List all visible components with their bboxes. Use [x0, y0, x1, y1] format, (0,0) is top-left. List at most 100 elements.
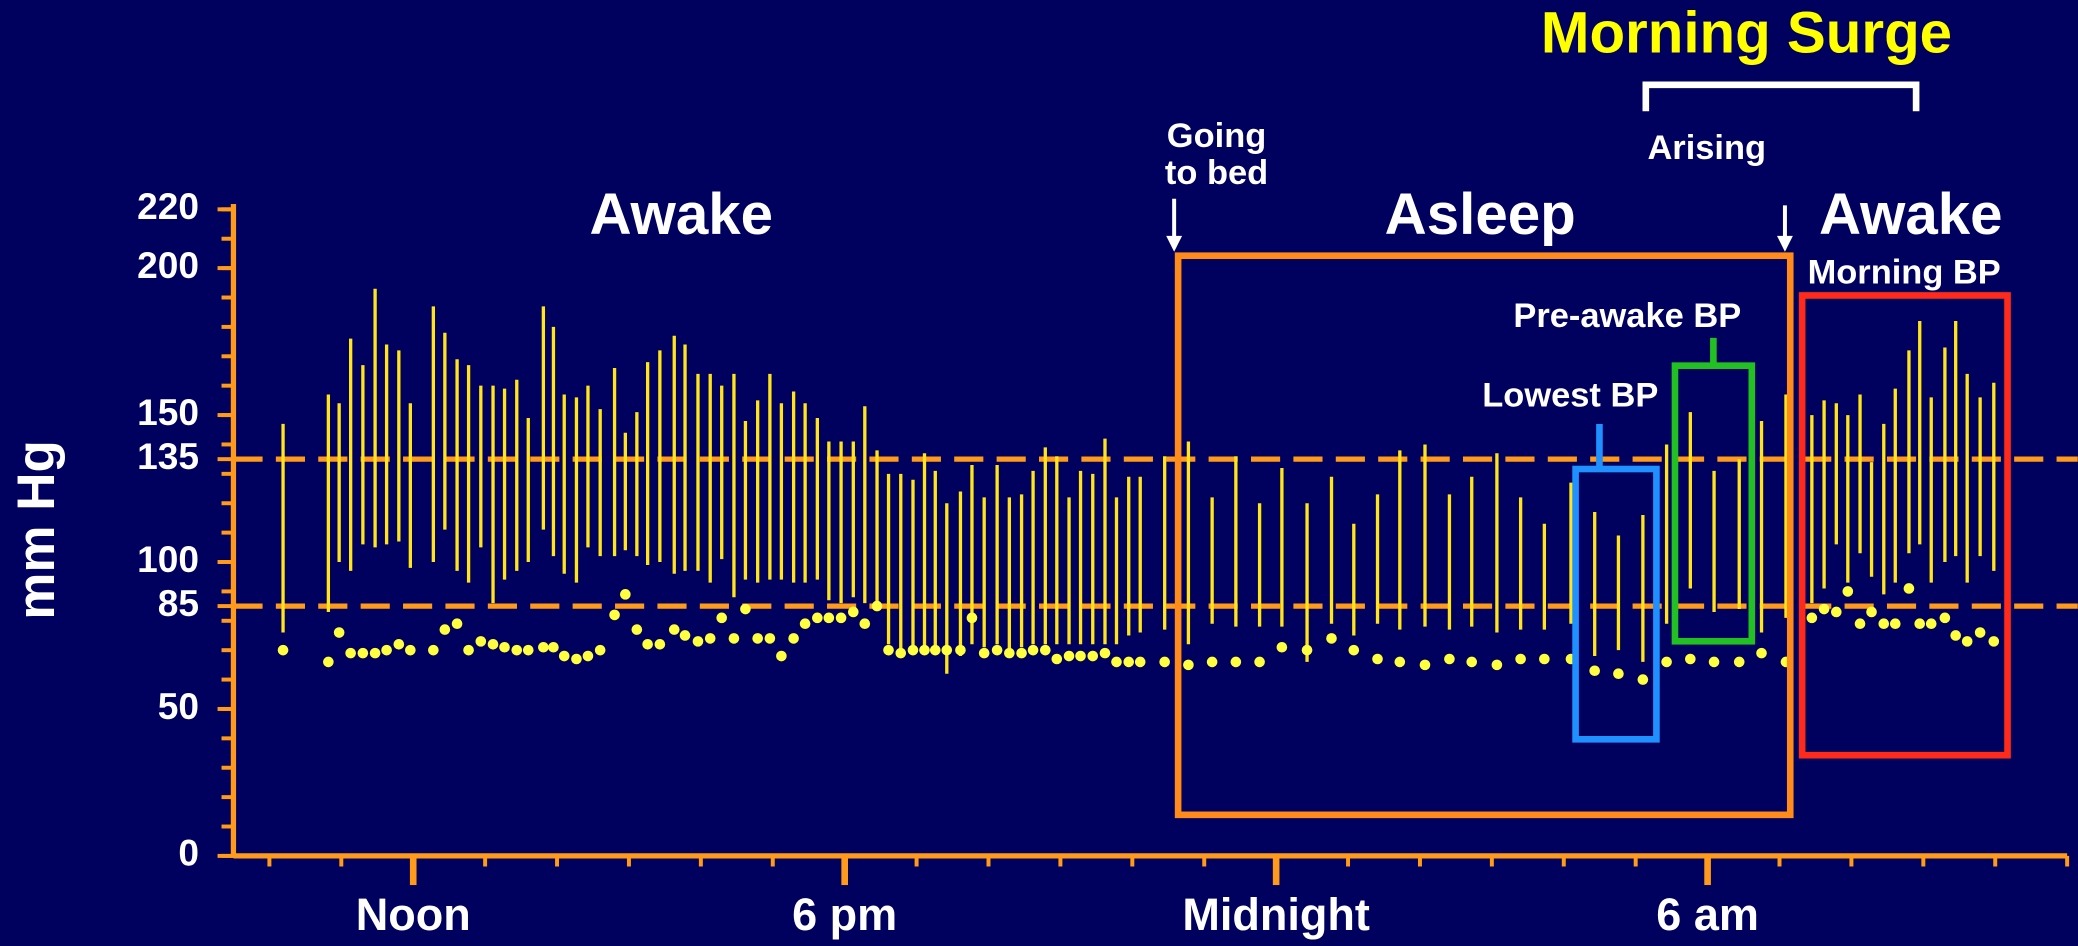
- dot: [1925, 618, 1937, 630]
- dot: [1326, 633, 1337, 644]
- dot: [764, 633, 776, 644]
- dot: [835, 612, 847, 624]
- dot: [594, 644, 606, 656]
- dot: [692, 636, 704, 647]
- dot: [1087, 650, 1099, 662]
- dot: [955, 644, 966, 656]
- dot: [1708, 656, 1720, 668]
- y-tick-label: 85: [158, 582, 199, 624]
- dot: [1075, 650, 1086, 662]
- dot: [1988, 636, 2000, 647]
- asleep-label: Asleep: [1385, 182, 1576, 247]
- y-tick-label: 100: [137, 538, 199, 580]
- morning-bp-label: Morning BP: [1808, 253, 2001, 291]
- dot: [919, 644, 930, 656]
- dot: [1040, 644, 1051, 656]
- dot: [1950, 630, 1961, 641]
- dot: [1889, 618, 1901, 630]
- dot: [812, 612, 823, 624]
- dot: [1230, 656, 1242, 668]
- dot: [511, 644, 523, 656]
- dot: [323, 656, 334, 668]
- dot: [966, 612, 978, 624]
- dot: [1016, 647, 1027, 659]
- arising-label: Arising: [1647, 129, 1766, 167]
- dot: [883, 644, 894, 656]
- awake-label: Awake: [1819, 182, 2003, 247]
- going-to-bed-label: Going: [1167, 117, 1266, 155]
- dot: [752, 633, 763, 644]
- dot: [1589, 665, 1600, 677]
- dot: [1394, 656, 1406, 668]
- dot: [716, 612, 728, 624]
- x-tick-label: 6 pm: [792, 889, 897, 940]
- y-tick-label: 135: [137, 435, 199, 477]
- dot: [1419, 659, 1431, 671]
- surge-bracket: [1642, 81, 1920, 112]
- dot: [799, 618, 811, 630]
- dot: [1254, 656, 1265, 668]
- dot: [1756, 647, 1767, 659]
- dot: [728, 633, 740, 644]
- dot: [788, 633, 799, 644]
- dot: [1159, 656, 1170, 668]
- y-tick-label: 200: [137, 244, 199, 286]
- y-tick-label: 0: [178, 832, 199, 874]
- dot: [1466, 656, 1478, 668]
- asleep-box: [1174, 252, 1794, 819]
- dot: [1854, 618, 1866, 630]
- morning-bp-box: [1798, 292, 2011, 759]
- y-axis-label: mm Hg: [7, 440, 66, 620]
- dot: [1733, 656, 1745, 668]
- dot: [1004, 647, 1015, 659]
- dot: [1866, 606, 1877, 618]
- x-tick-label: Midnight: [1182, 889, 1370, 940]
- dot: [978, 647, 990, 659]
- dot: [1818, 603, 1830, 615]
- dot: [1027, 644, 1039, 656]
- dot: [499, 641, 510, 653]
- dot: [1063, 650, 1075, 662]
- dot: [1301, 644, 1313, 656]
- dot: [522, 644, 534, 656]
- y-tick-label: 220: [137, 185, 199, 227]
- dot: [929, 644, 941, 656]
- dot: [1806, 612, 1818, 624]
- dot: [941, 644, 953, 656]
- going-to-bed-label: to bed: [1165, 154, 1268, 192]
- dot: [393, 639, 405, 650]
- dot: [848, 606, 859, 618]
- y-tick-label: 150: [137, 391, 199, 433]
- dot: [871, 600, 883, 612]
- dot: [1206, 656, 1218, 668]
- dot: [642, 639, 653, 650]
- dot: [571, 653, 582, 665]
- dot: [345, 647, 356, 659]
- lowest-bp-label: Lowest BP: [1482, 377, 1658, 415]
- awake-label: Awake: [589, 182, 773, 247]
- bed-arrow-head: [1166, 235, 1183, 252]
- dot: [405, 644, 416, 656]
- wake-arrow-head: [1776, 235, 1793, 252]
- dot: [558, 650, 570, 662]
- dot: [1637, 674, 1649, 685]
- dot: [631, 624, 643, 635]
- dot: [582, 650, 594, 662]
- dot: [439, 624, 451, 635]
- dot: [357, 647, 369, 659]
- dot: [1372, 653, 1383, 665]
- dot: [1903, 583, 1915, 594]
- dot: [487, 639, 499, 650]
- dot: [1914, 618, 1926, 630]
- title: Morning Surge: [1541, 0, 1952, 65]
- dot: [620, 589, 631, 600]
- dot: [428, 644, 439, 656]
- dot: [1842, 586, 1854, 597]
- dot: [1348, 644, 1360, 656]
- dot: [1831, 606, 1842, 618]
- lowest-bp-box: [1572, 465, 1660, 743]
- dot: [1134, 656, 1146, 668]
- dot: [1539, 653, 1550, 665]
